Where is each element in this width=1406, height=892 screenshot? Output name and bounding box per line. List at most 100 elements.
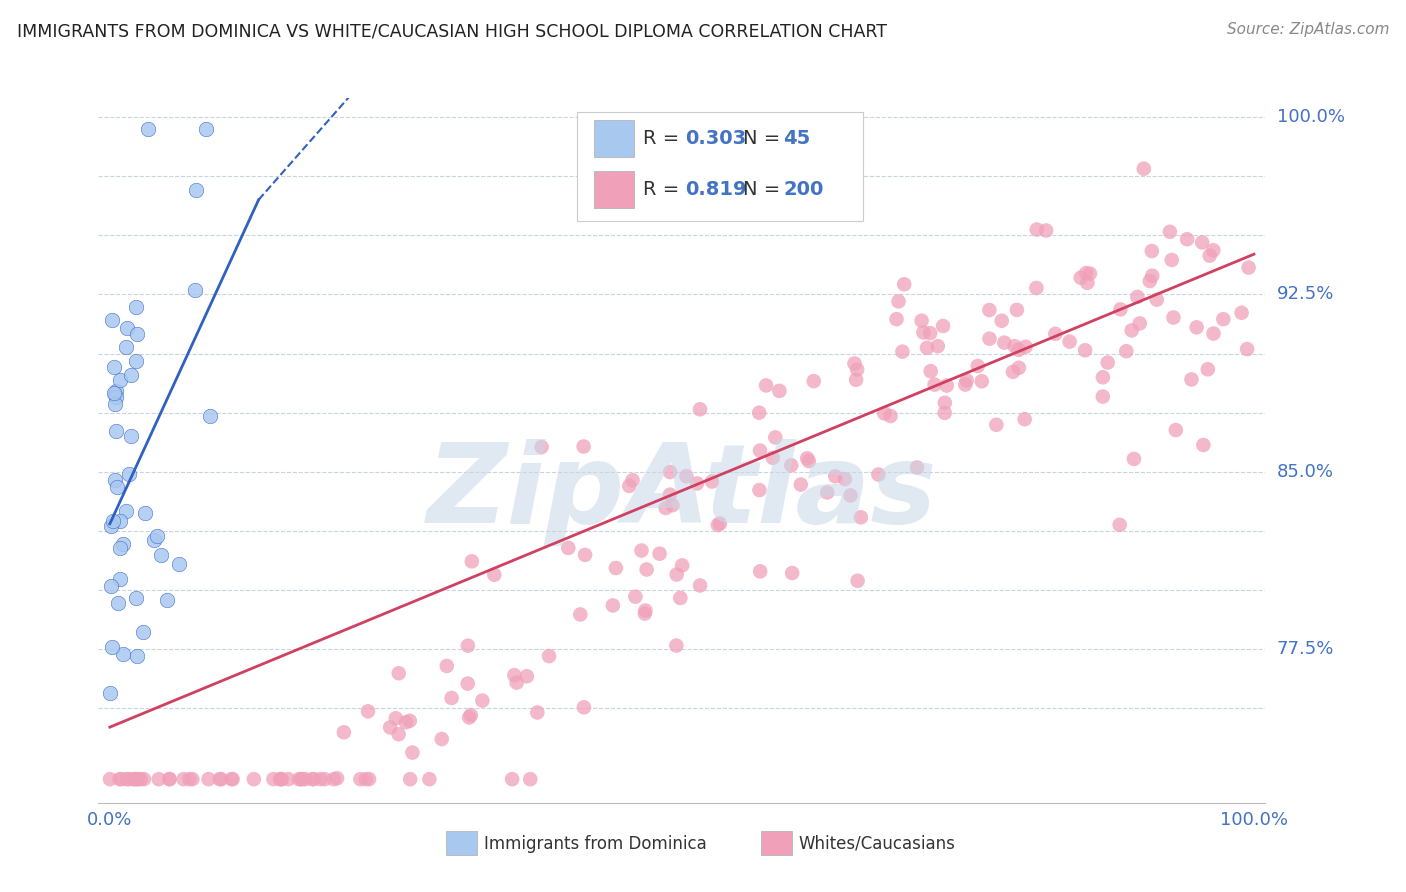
Point [665,639,688,653]
Text: 200: 200 [783,180,824,199]
Point [1198,249,1220,263]
Point [1180,372,1202,386]
Point [159,772,181,786]
Point [125,300,148,314]
Point [1121,323,1143,337]
Point [634,607,657,621]
Point [1076,276,1098,290]
Point [1185,320,1208,334]
Point [993,335,1015,350]
Point [457,639,479,653]
Point [621,473,644,487]
Point [184,284,207,298]
Point [790,477,813,491]
Point [115,504,138,518]
Point [173,772,195,786]
Point [262,772,284,786]
Point [844,356,866,370]
Text: 77.5%: 77.5% [1277,640,1334,658]
Point [934,406,956,420]
Point [157,772,180,786]
Point [970,374,993,388]
Point [125,649,148,664]
Point [270,772,292,786]
Point [184,183,207,197]
Point [619,479,641,493]
Point [1164,423,1187,437]
FancyBboxPatch shape [446,831,477,855]
Point [134,506,156,520]
Point [661,498,683,512]
Point [354,772,377,786]
Text: N =: N = [742,128,786,148]
Point [101,313,124,327]
Point [763,430,786,444]
Point [569,607,592,622]
Point [1236,342,1258,356]
Point [572,440,595,454]
Point [1129,317,1152,331]
Point [689,402,711,417]
Point [418,772,440,786]
Point [955,377,977,392]
Point [849,510,872,524]
Point [457,676,479,690]
Point [120,368,142,382]
Point [1126,290,1149,304]
Point [979,303,1001,318]
Point [105,390,128,404]
Point [156,593,179,607]
Point [132,625,155,640]
Point [1008,360,1031,375]
Point [301,772,323,786]
Point [104,384,127,398]
Point [636,562,658,576]
Point [1237,260,1260,275]
Point [868,467,890,482]
Text: N =: N = [742,180,786,199]
Point [117,320,139,334]
Point [700,475,723,489]
Text: Whites/Caucasians: Whites/Caucasians [799,835,956,853]
Point [277,772,299,786]
Point [879,409,901,423]
Point [780,458,803,473]
Point [1140,244,1163,258]
Point [834,472,856,486]
Point [748,483,770,497]
Point [1202,326,1225,341]
Point [108,772,131,786]
Point [349,772,371,786]
Point [101,514,124,528]
Point [1192,438,1215,452]
Point [780,566,803,580]
FancyBboxPatch shape [595,120,634,157]
Point [221,772,243,786]
Point [243,772,266,786]
Point [675,469,697,483]
Point [966,359,988,373]
Point [110,373,132,387]
Point [1070,270,1092,285]
Point [179,772,201,786]
Point [458,710,481,724]
Point [198,409,221,423]
Point [659,465,682,479]
Point [557,541,579,555]
Point [1163,310,1185,325]
Point [630,543,652,558]
Point [322,772,344,786]
Point [839,488,862,502]
Point [197,772,219,786]
Point [707,518,730,533]
FancyBboxPatch shape [576,112,863,221]
Point [503,668,526,682]
Point [461,554,484,568]
Text: 92.5%: 92.5% [1277,285,1334,303]
Point [519,772,541,786]
Text: Immigrants from Dominica: Immigrants from Dominica [484,835,706,853]
Point [103,386,125,401]
Text: R =: R = [644,180,686,199]
Point [1045,326,1067,341]
Point [110,772,132,786]
